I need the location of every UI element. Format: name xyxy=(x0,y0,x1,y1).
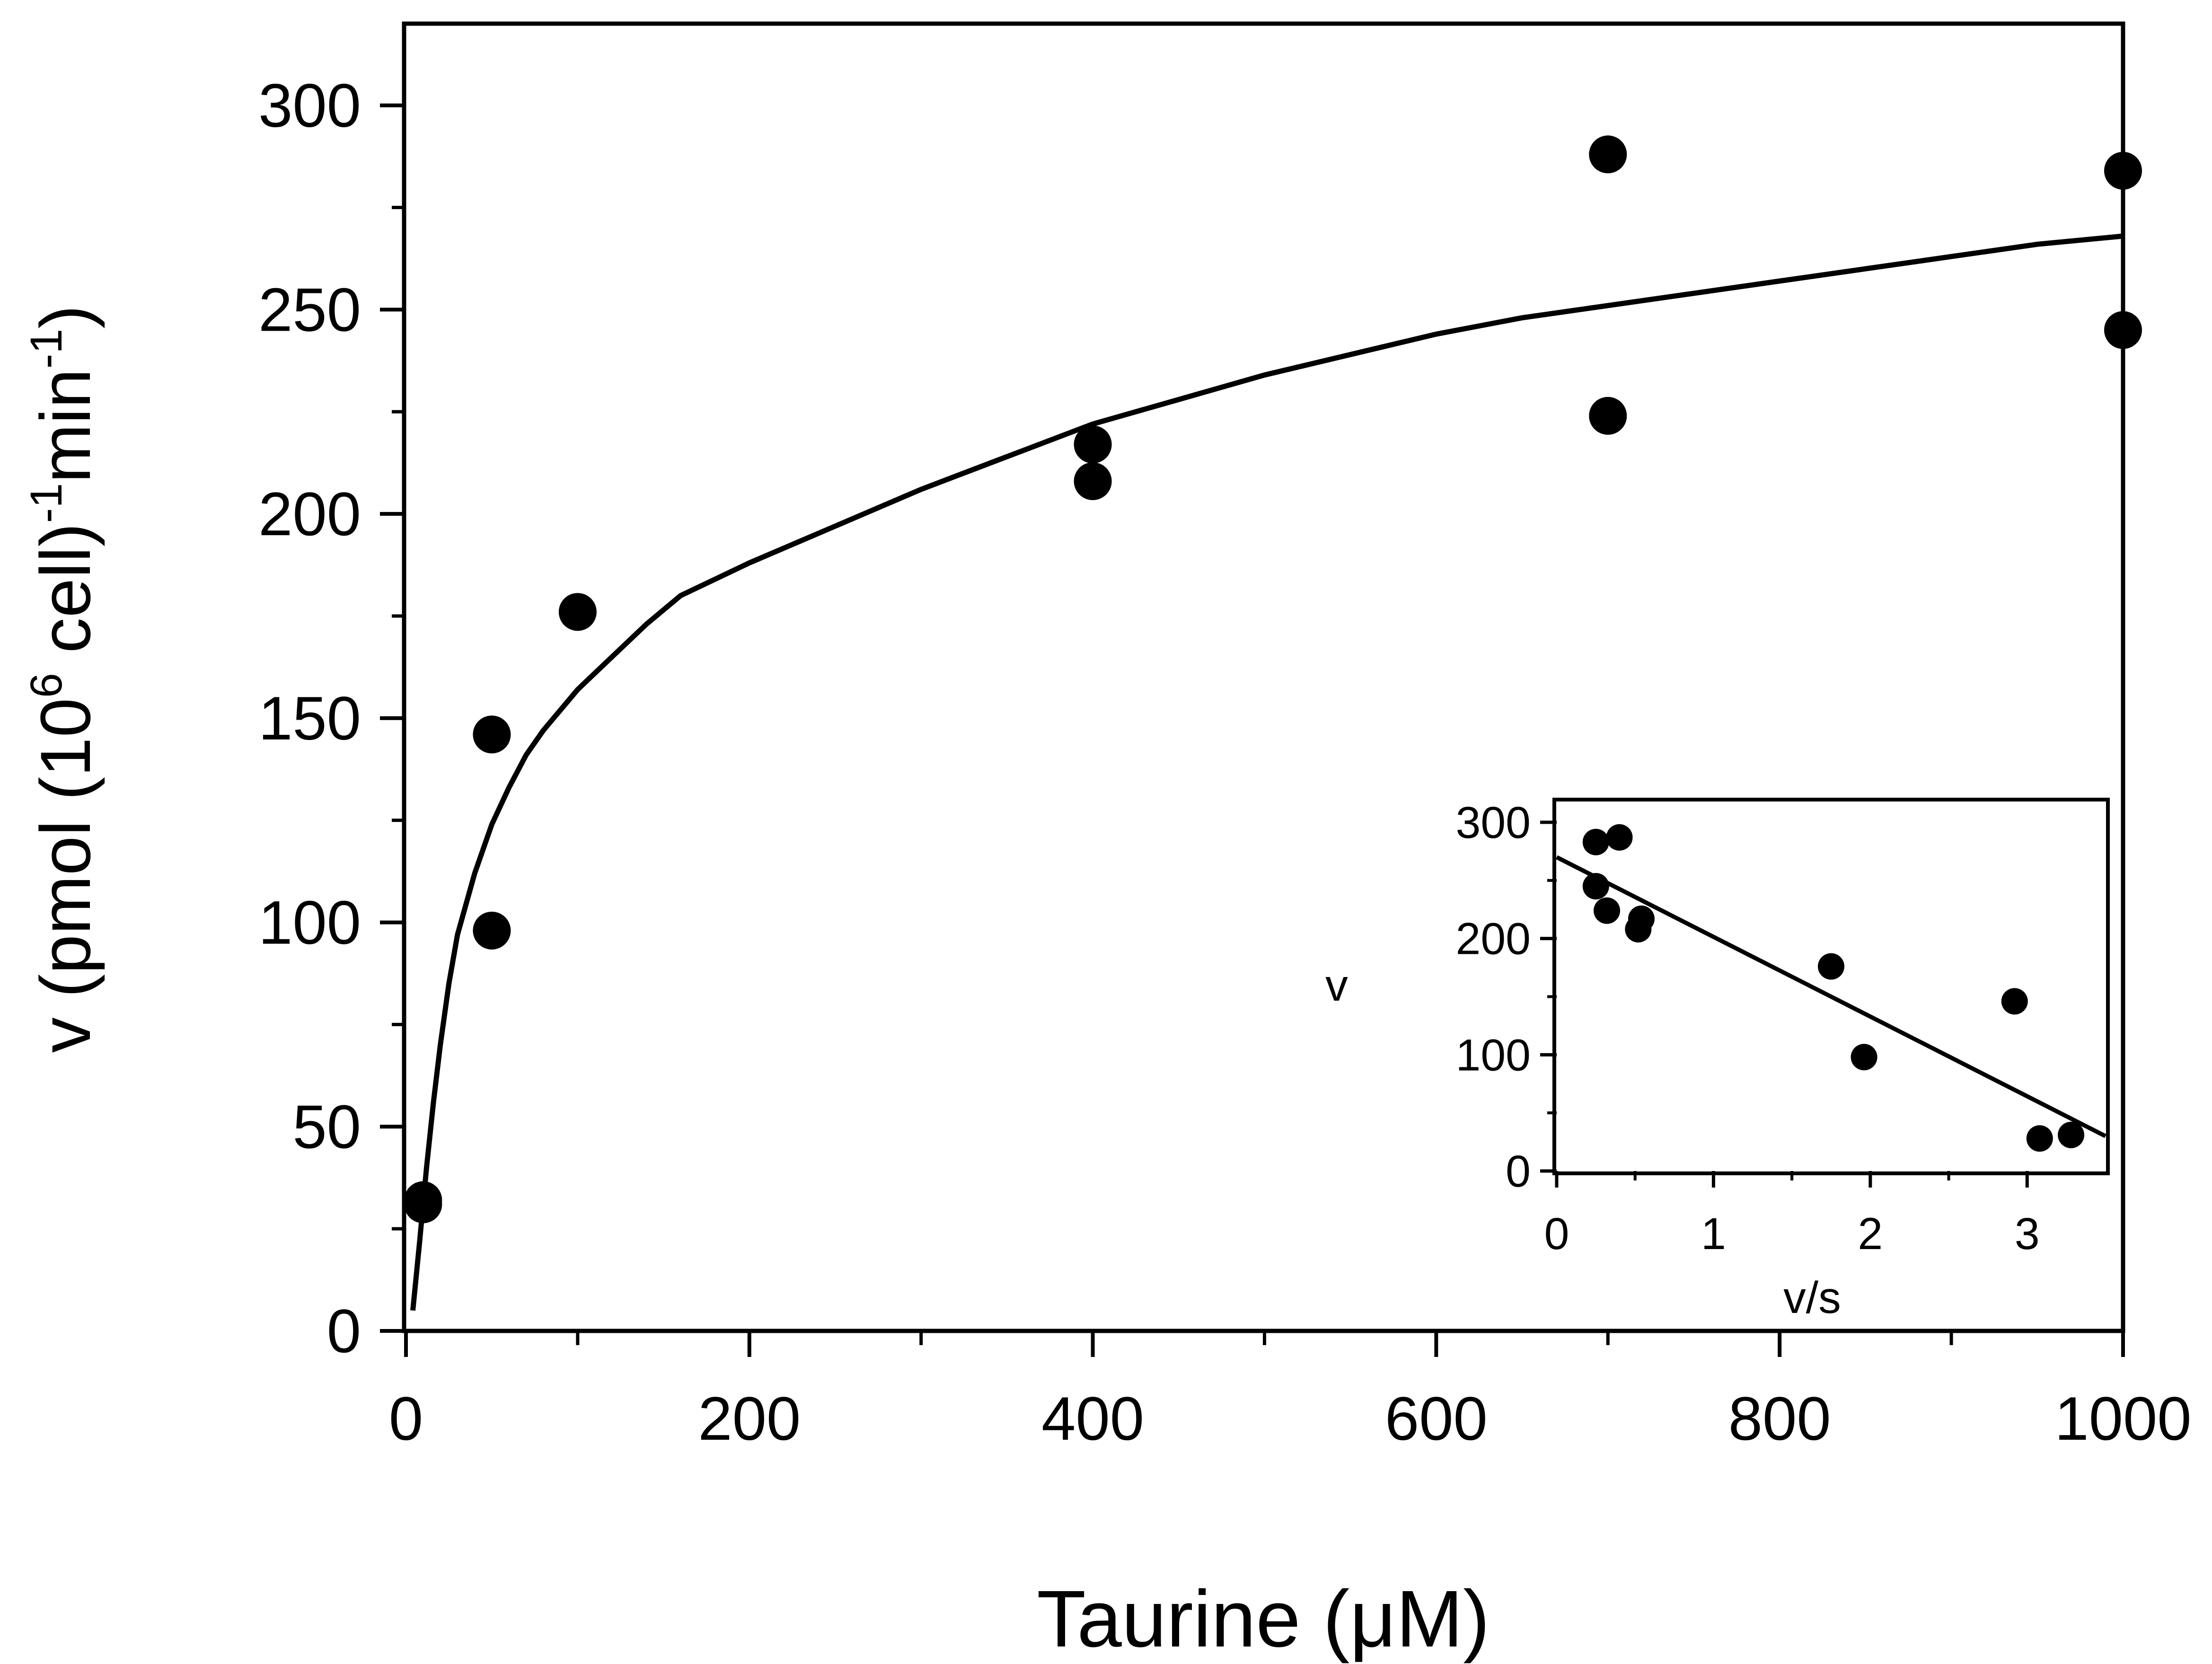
inset-data-point xyxy=(1818,953,1844,980)
inset-data-points xyxy=(1582,824,2085,1152)
inset-data-point xyxy=(1606,824,1633,851)
inset-x-tick-label: 3 xyxy=(2015,1209,2040,1259)
main-x-tick-label: 0 xyxy=(389,1384,423,1453)
main-fit-curve xyxy=(410,233,2124,1311)
inset-x-tick-label: 1 xyxy=(1701,1209,1726,1259)
main-data-point xyxy=(1074,462,1112,501)
main-x-axis-label: Taurine (μM) xyxy=(1037,1574,1490,1664)
main-ticks xyxy=(380,103,2125,1357)
main-x-tick-label: 400 xyxy=(1041,1384,1144,1453)
main-y-axis-label: v (pmol (106 cell)-1min-1) xyxy=(21,305,105,1053)
inset-tick-labels: 0 1 2 3 0 100 200 300 xyxy=(1455,798,2039,1259)
main-x-tick-label: 800 xyxy=(1728,1384,1831,1453)
inset-fit-line xyxy=(1555,855,2107,1138)
main-y-tick-label: 50 xyxy=(292,1092,361,1161)
inset-y-tick-label: 300 xyxy=(1455,798,1531,848)
inset-data-point xyxy=(1628,905,1655,932)
inset-data-point xyxy=(1582,828,1609,855)
main-y-tick-label: 250 xyxy=(258,275,361,344)
main-data-point xyxy=(1074,425,1112,464)
main-data-point xyxy=(2104,311,2142,349)
main-y-tick-label: 300 xyxy=(258,71,361,140)
main-data-point xyxy=(2104,151,2142,190)
main-data-point xyxy=(473,715,511,754)
inset-data-point xyxy=(1582,873,1609,900)
main-y-tick-label: 0 xyxy=(327,1296,361,1365)
inset-x-tick-label: 2 xyxy=(1858,1209,1883,1259)
inset-data-point xyxy=(1851,1044,1877,1071)
inset-y-tick-label: 100 xyxy=(1455,1030,1531,1080)
main-data-point xyxy=(1589,135,1627,174)
main-y-tick-label: 150 xyxy=(258,684,361,753)
inset-x-axis-label: v/s xyxy=(1783,1273,1841,1323)
inset-y-tick-label: 200 xyxy=(1455,914,1531,964)
inset-data-point xyxy=(2026,1125,2053,1152)
inset-data-point xyxy=(1594,897,1621,924)
inset-y-tick-label: 0 xyxy=(1506,1146,1531,1197)
main-y-tick-label: 200 xyxy=(258,479,361,548)
inset-x-tick-label: 0 xyxy=(1544,1209,1569,1259)
inset-ticks xyxy=(1540,820,2029,1188)
inset-plot-frame xyxy=(1552,798,2110,1175)
main-data-points xyxy=(404,135,2142,1224)
main-x-tick-label: 600 xyxy=(1385,1384,1488,1453)
inset-data-point xyxy=(2001,988,2028,1015)
main-data-point xyxy=(558,593,597,631)
main-x-tick-label: 1000 xyxy=(2054,1384,2191,1453)
main-data-point xyxy=(473,911,511,950)
inset-data-point xyxy=(2058,1121,2085,1148)
main-y-tick-label: 100 xyxy=(258,888,361,957)
inset-chart: 0 1 2 3 0 100 200 300 v/s v xyxy=(1325,798,2110,1323)
main-data-point xyxy=(404,1185,442,1224)
inset-y-axis-label: v xyxy=(1325,960,1348,1011)
main-data-point xyxy=(1589,396,1627,435)
main-x-tick-label: 200 xyxy=(698,1384,801,1453)
